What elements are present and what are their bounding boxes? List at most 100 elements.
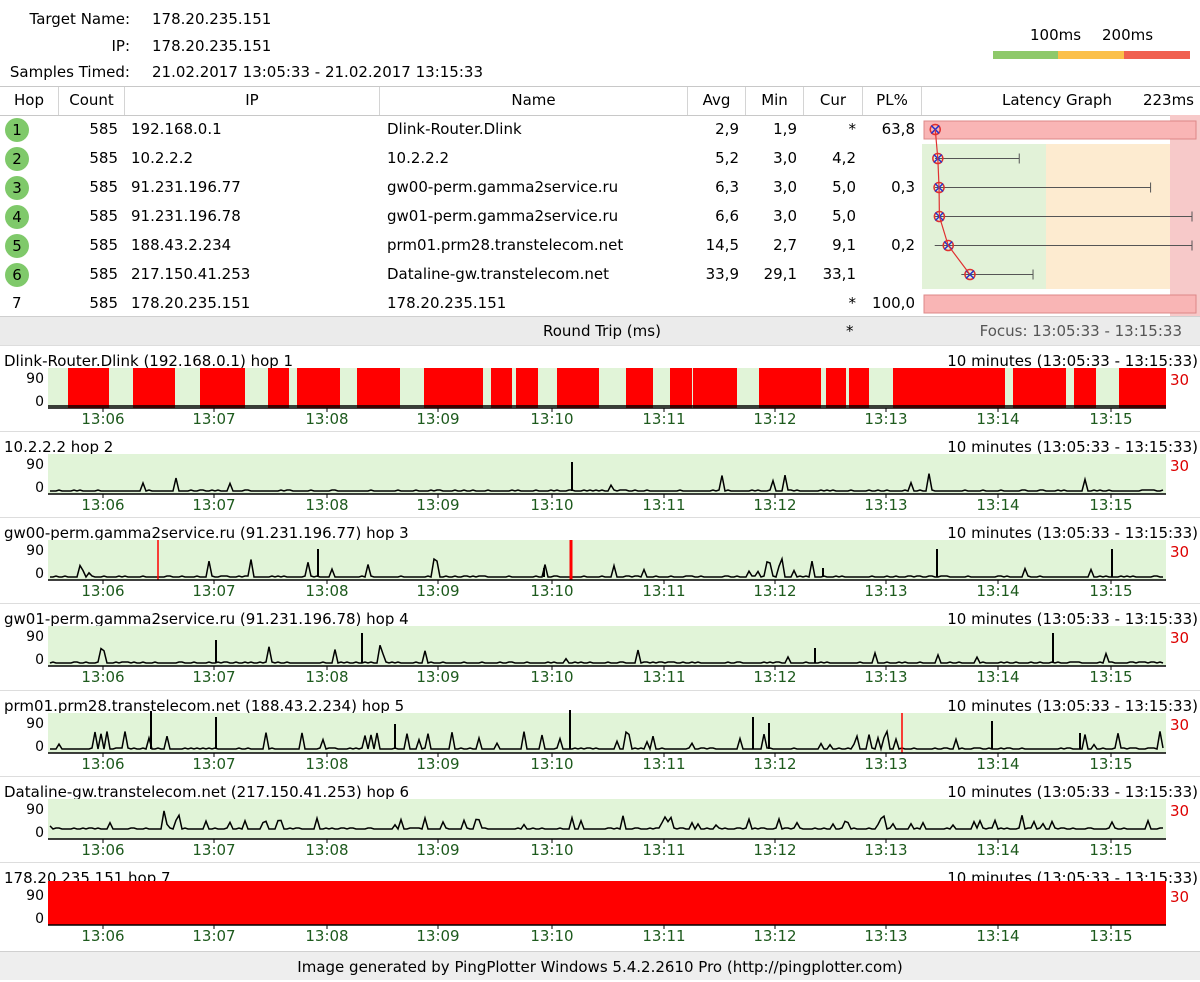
timeline-chart bbox=[48, 368, 1166, 412]
timeline-tick-label: 13:07 bbox=[192, 582, 236, 600]
hop-row[interactable]: 6 585 217.150.41.253 Dataline-gw.transtelec… bbox=[0, 260, 922, 289]
timeline-title: 10.2.2.2 hop 2 bbox=[4, 438, 114, 456]
header-pl[interactable]: PL% bbox=[863, 87, 922, 115]
hop-badge: 1 bbox=[5, 118, 29, 142]
timeline-tick-label: 13:15 bbox=[1089, 755, 1133, 773]
timeline-tick-label: 13:07 bbox=[192, 841, 236, 859]
latency-avg-marker bbox=[942, 239, 954, 252]
hop-cur: 5,0 bbox=[832, 178, 856, 196]
timeline-tick-label: 13:12 bbox=[753, 410, 797, 428]
hop-row[interactable]: 7 585 178.20.235.151 178.20.235.151 * 100,0 bbox=[0, 289, 922, 318]
packet-loss-block bbox=[849, 368, 869, 408]
timeline-tick-label: 13:06 bbox=[81, 410, 125, 428]
header-latency-graph[interactable]: Latency Graph 223ms bbox=[922, 87, 1200, 115]
packet-loss-block bbox=[424, 368, 483, 408]
focus-range[interactable]: Focus: 13:05:33 - 13:15:33 bbox=[979, 322, 1182, 340]
hop-row[interactable]: 5 585 188.43.2.234 prm01.prm28.transtelecom… bbox=[0, 231, 922, 260]
timeline-tick-label: 13:14 bbox=[976, 841, 1020, 859]
header-min[interactable]: Min bbox=[746, 87, 804, 115]
timeline-tick-label: 13:08 bbox=[305, 668, 349, 686]
hop-row[interactable]: 4 585 91.231.196.78 gw01-perm.gamma2service… bbox=[0, 202, 922, 231]
header-count[interactable]: Count bbox=[59, 87, 125, 115]
timeline-title: Dlink-Router.Dlink (192.168.0.1) hop 1 bbox=[4, 352, 294, 370]
header-name[interactable]: Name bbox=[380, 87, 688, 115]
hop-min bbox=[746, 289, 797, 318]
header-avg[interactable]: Avg bbox=[688, 87, 746, 115]
timeline-panel: gw00-perm.gamma2service.ru (91.231.196.7… bbox=[0, 517, 1200, 604]
timeline-title: gw00-perm.gamma2service.ru (91.231.196.7… bbox=[4, 524, 409, 542]
timeline-panel: 10.2.2.2 hop 2 10 minutes (13:05:33 - 13:… bbox=[0, 431, 1200, 518]
hop-row[interactable]: 2 585 10.2.2.2 10.2.2.2 5,2 3,0 4,2 bbox=[0, 144, 922, 173]
packet-loss-bar bbox=[923, 294, 1197, 314]
packet-loss-block bbox=[826, 368, 846, 408]
hop-avg: 14,5 bbox=[705, 236, 739, 254]
timeline-scale: 30 bbox=[1170, 457, 1190, 475]
hop-count: 585 bbox=[89, 120, 118, 138]
timeline-tick-label: 13:13 bbox=[864, 582, 908, 600]
timeline-tick-label: 13:13 bbox=[864, 668, 908, 686]
header-cur[interactable]: Cur bbox=[804, 87, 863, 115]
round-trip-cur: * bbox=[846, 322, 854, 340]
hop-ip: 178.20.235.151 bbox=[131, 294, 251, 312]
timeline-title: prm01.prm28.transtelecom.net (188.43.2.2… bbox=[4, 697, 405, 715]
hop-ip: 10.2.2.2 bbox=[131, 149, 194, 167]
timeline-tick-label: 13:11 bbox=[642, 841, 686, 859]
y-axis-bottom-label: 0 bbox=[35, 394, 44, 410]
hop-row[interactable]: 3 585 91.231.196.77 gw00-perm.gamma2service… bbox=[0, 173, 922, 202]
hop-name: Dlink-Router.Dlink bbox=[387, 120, 522, 138]
hop-min: 29,1 bbox=[763, 265, 797, 283]
timeline-tick-label: 13:14 bbox=[976, 927, 1020, 945]
timeline-tick-label: 13:11 bbox=[642, 410, 686, 428]
timeline-tick-label: 13:10 bbox=[530, 582, 574, 600]
timeline-tick-label: 13:07 bbox=[192, 496, 236, 514]
samples-timed-label: Samples Timed: bbox=[9, 63, 130, 81]
packet-loss-block bbox=[693, 368, 737, 408]
hop-count: 585 bbox=[89, 265, 118, 283]
hop-badge: 6 bbox=[5, 263, 29, 287]
timeline-scale: 30 bbox=[1170, 716, 1190, 734]
timeline-panel: 178.20.235.151 hop 7 10 minutes (13:05:33… bbox=[0, 862, 1200, 949]
timeline-tick-label: 13:06 bbox=[81, 668, 125, 686]
timeline-tick-label: 13:15 bbox=[1089, 410, 1133, 428]
hop-name: 178.20.235.151 bbox=[387, 294, 507, 312]
timeline-tick-label: 13:07 bbox=[192, 668, 236, 686]
hop-min: 3,0 bbox=[773, 149, 797, 167]
timeline-tick-label: 13:10 bbox=[530, 927, 574, 945]
packet-loss-block bbox=[1074, 368, 1096, 408]
hop-badge: 3 bbox=[5, 176, 29, 200]
timeline-tick-label: 13:09 bbox=[416, 582, 460, 600]
timeline-tick-label: 13:15 bbox=[1089, 841, 1133, 859]
timeline-tick-label: 13:10 bbox=[530, 668, 574, 686]
hop-min: 2,7 bbox=[773, 236, 797, 254]
target-name-label: Target Name: bbox=[29, 10, 130, 28]
hop-badge: 5 bbox=[5, 234, 29, 258]
timeline-tick-label: 13:10 bbox=[530, 755, 574, 773]
legend-warn-bar bbox=[1058, 51, 1124, 59]
hop-name: gw00-perm.gamma2service.ru bbox=[387, 178, 619, 196]
hop-cur: * bbox=[848, 120, 857, 138]
timeline-tick-label: 13:06 bbox=[81, 841, 125, 859]
hop-row[interactable]: 1 585 192.168.0.1 Dlink-Router.Dlink 2,9 1,9 *… bbox=[0, 115, 922, 144]
round-trip-bar: Round Trip (ms) * Focus: 13:05:33 - 13:1… bbox=[0, 316, 1200, 346]
timeline-scale: 30 bbox=[1170, 371, 1190, 389]
header-ip[interactable]: IP bbox=[125, 87, 380, 115]
y-axis-top-label: 90 bbox=[26, 716, 44, 732]
packet-loss-bar bbox=[923, 120, 1197, 140]
footer-credit: Image generated by PingPlotter Windows 5… bbox=[0, 951, 1200, 980]
timeline-range: 10 minutes (13:05:33 - 13:15:33) bbox=[947, 697, 1198, 715]
timeline-title: gw01-perm.gamma2service.ru (91.231.196.7… bbox=[4, 610, 409, 628]
packet-loss-block bbox=[516, 368, 538, 408]
latency-trace bbox=[49, 644, 1164, 664]
target-name-value: 178.20.235.151 bbox=[152, 10, 272, 28]
legend-200ms-label: 200ms bbox=[1102, 26, 1154, 44]
timeline-panel: Dlink-Router.Dlink (192.168.0.1) hop 1 10… bbox=[0, 345, 1200, 432]
packet-loss-block bbox=[491, 368, 512, 408]
latency-avg-trend bbox=[934, 129, 971, 275]
y-axis-top-label: 90 bbox=[26, 371, 44, 387]
header-hop[interactable]: Hop bbox=[0, 87, 59, 115]
timeline-panel: Dataline-gw.transtelecom.net (217.150.41… bbox=[0, 776, 1200, 863]
timeline-tick-label: 13:14 bbox=[976, 410, 1020, 428]
timeline-tick-label: 13:13 bbox=[864, 496, 908, 514]
samples-timed-value: 21.02.2017 13:05:33 - 21.02.2017 13:15:3… bbox=[152, 63, 483, 81]
timeline-tick-label: 13:11 bbox=[642, 927, 686, 945]
